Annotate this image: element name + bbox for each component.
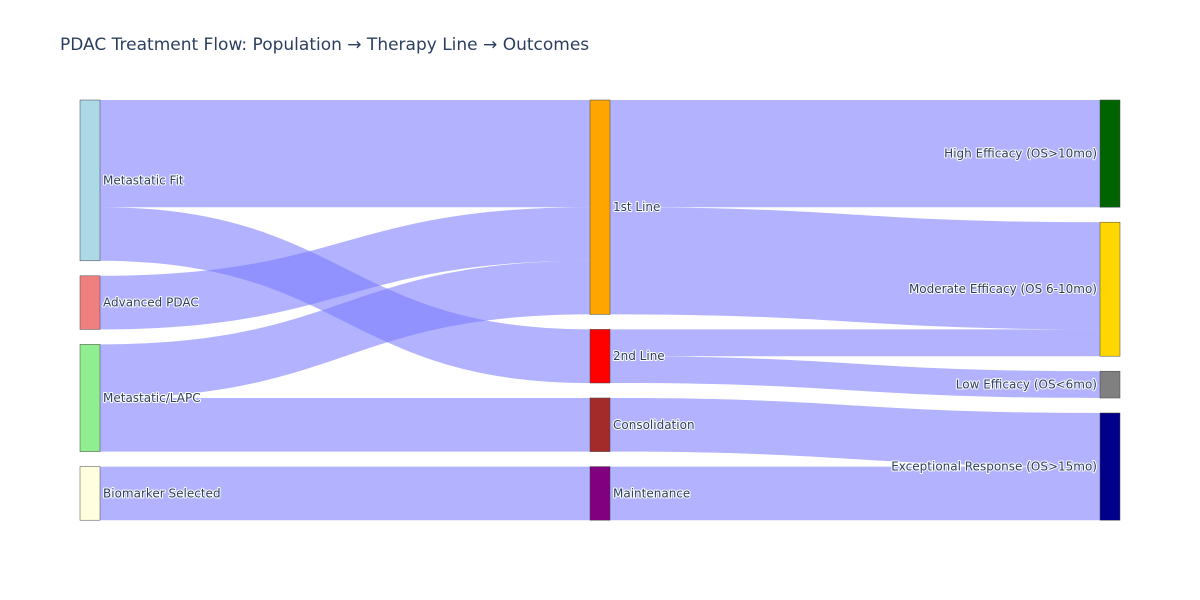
- node-label-high: High Efficacy (OS>10mo): [944, 147, 1097, 161]
- sankey-links: [100, 100, 1100, 521]
- link-metastatic_lapc-to-first_line[interactable]: [100, 260, 590, 398]
- node-high[interactable]: [1099, 99, 1121, 208]
- node-maintenance[interactable]: [589, 466, 611, 521]
- node-label-first_line: 1st Line: [613, 200, 660, 214]
- node-label-second_line: 2nd Line: [613, 349, 665, 363]
- link-metastatic_fit-to-second_line[interactable]: [100, 207, 590, 383]
- node-advanced_pdac[interactable]: [79, 275, 101, 330]
- node-second_line[interactable]: [589, 329, 611, 384]
- node-moderate[interactable]: [1099, 221, 1121, 357]
- node-label-metastatic_lapc: Metastatic/LAPC: [103, 391, 201, 405]
- node-first_line[interactable]: [589, 99, 611, 315]
- node-biomarker[interactable]: [79, 466, 101, 521]
- link-maintenance-to-exceptional[interactable]: [610, 466, 1100, 521]
- node-consolidation[interactable]: [589, 397, 611, 452]
- node-metastatic_fit[interactable]: [79, 99, 101, 262]
- node-label-maintenance: Maintenance: [613, 486, 690, 500]
- link-metastatic_fit-to-first_line[interactable]: [100, 100, 590, 208]
- link-biomarker-to-maintenance[interactable]: [100, 466, 590, 521]
- link-metastatic_lapc-to-consolidation[interactable]: [100, 398, 590, 452]
- node-label-consolidation: Consolidation: [613, 418, 695, 432]
- node-label-metastatic_fit: Metastatic Fit: [103, 173, 184, 187]
- sankey-node-labels: Metastatic Fit Advanced PDAC Metastatic/LA…: [102, 146, 1098, 502]
- chart-title: PDAC Treatment Flow: Population → Therap…: [60, 35, 589, 55]
- node-metastatic_lapc[interactable]: [79, 344, 101, 452]
- node-label-biomarker: Biomarker Selected: [103, 486, 221, 500]
- link-second_line-to-moderate[interactable]: [610, 329, 1100, 357]
- link-second_line-to-low[interactable]: [610, 356, 1100, 398]
- link-first_line-to-high[interactable]: [610, 100, 1100, 208]
- link-advanced_pdac-to-first_line[interactable]: [100, 207, 590, 330]
- node-label-low: Low Efficacy (OS<6mo): [956, 378, 1097, 392]
- sankey-nodes: [79, 99, 1121, 521]
- node-label-advanced_pdac: Advanced PDAC: [103, 296, 199, 310]
- link-first_line-to-moderate[interactable]: [610, 207, 1100, 330]
- node-exceptional[interactable]: [1099, 412, 1121, 521]
- node-label-moderate: Moderate Efficacy (OS 6-10mo): [909, 282, 1097, 296]
- node-low[interactable]: [1099, 370, 1121, 399]
- link-consolidation-to-exceptional[interactable]: [610, 398, 1100, 467]
- node-label-exceptional: Exceptional Response (OS>15mo): [891, 460, 1097, 474]
